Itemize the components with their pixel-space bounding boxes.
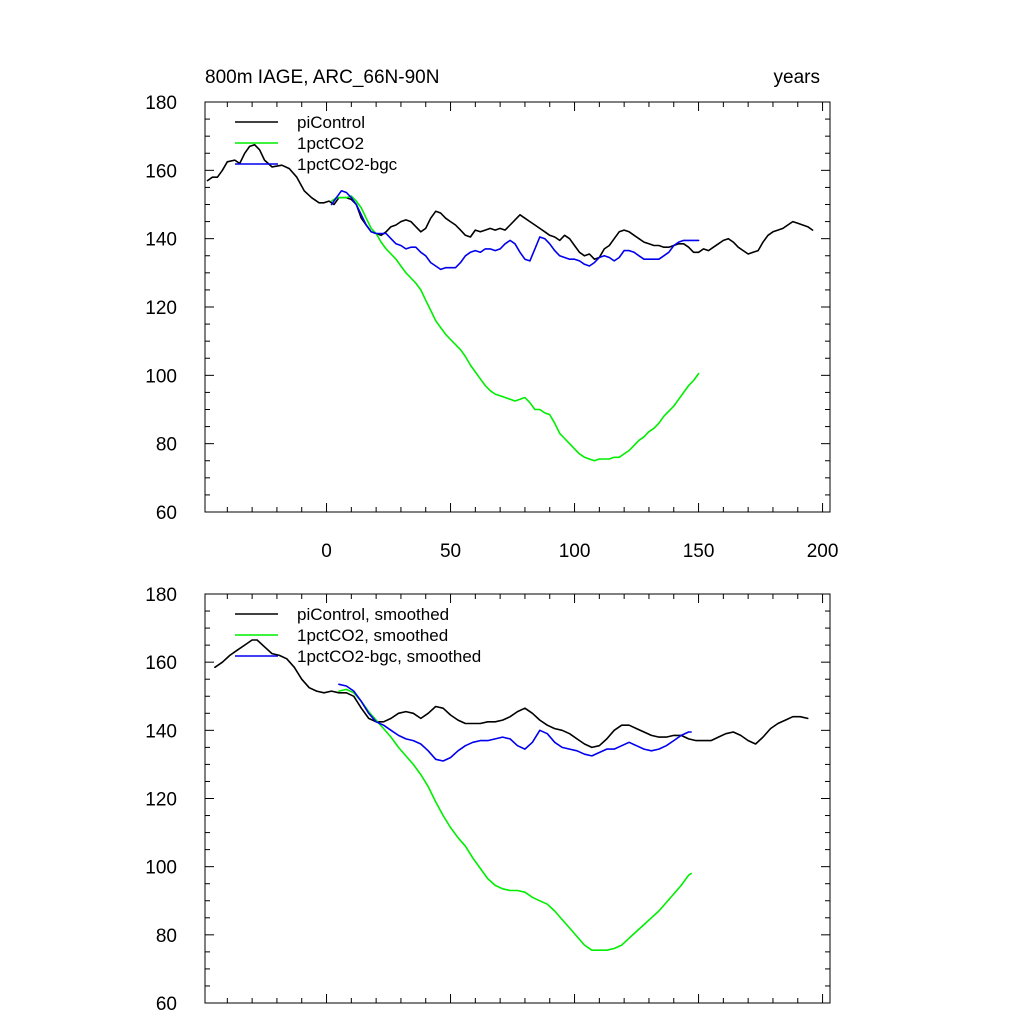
x-tick-label: 100 — [559, 541, 591, 562]
legend-label: piControl — [297, 113, 365, 132]
y-tick-label: 160 — [145, 653, 177, 674]
series-line-piControl — [214, 639, 809, 749]
legend-label: 1pctCO2-bgc — [297, 155, 398, 174]
y-tick-label: 80 — [156, 926, 177, 947]
series-line-1pctCO2-bgc — [330, 190, 700, 271]
y-tick-label: 60 — [156, 994, 177, 1015]
y-tick-label: 140 — [145, 721, 177, 742]
y-tick-label: 80 — [156, 435, 177, 456]
y-tick-label: 120 — [145, 298, 177, 319]
y-tick-label: 140 — [145, 230, 177, 251]
chart-title: 800m IAGE, ARC_66N-90N — [205, 67, 439, 88]
y-tick-label: 160 — [145, 161, 177, 182]
y-tick-label: 100 — [145, 858, 177, 879]
legend-label: 1pctCO2-bgc, smoothed — [297, 647, 481, 666]
x-tick-label: 200 — [807, 541, 839, 562]
chart-panel-2: 60 80 100 120 140 160 180 piControl, smoothed 1p… — [145, 585, 831, 1015]
chart-right-title: years — [774, 67, 820, 88]
legend-label: 1pctCO2, smoothed — [297, 626, 448, 645]
series-line-1pctCO2 — [338, 688, 692, 951]
series-line-1pctCO2 — [330, 195, 700, 462]
y-tick-label: 180 — [145, 585, 177, 606]
y-tick-label: 100 — [145, 366, 177, 387]
legend-label: piControl, smoothed — [297, 605, 449, 624]
x-tick-label: 0 — [321, 541, 332, 562]
y-tick-label: 180 — [145, 93, 177, 114]
legend-label: 1pctCO2 — [297, 134, 364, 153]
y-tick-label: 120 — [145, 790, 177, 811]
chart-panel-1: 60 80 100 120 140 160 180 0 50 100 150 200 800m IAGE… — [145, 67, 838, 562]
x-tick-label: 50 — [440, 541, 461, 562]
y-tick-label: 60 — [156, 503, 177, 524]
x-tick-label: 150 — [683, 541, 715, 562]
series-line-1pctCO2-bgc — [338, 683, 692, 762]
series-line-piControl — [206, 143, 814, 260]
